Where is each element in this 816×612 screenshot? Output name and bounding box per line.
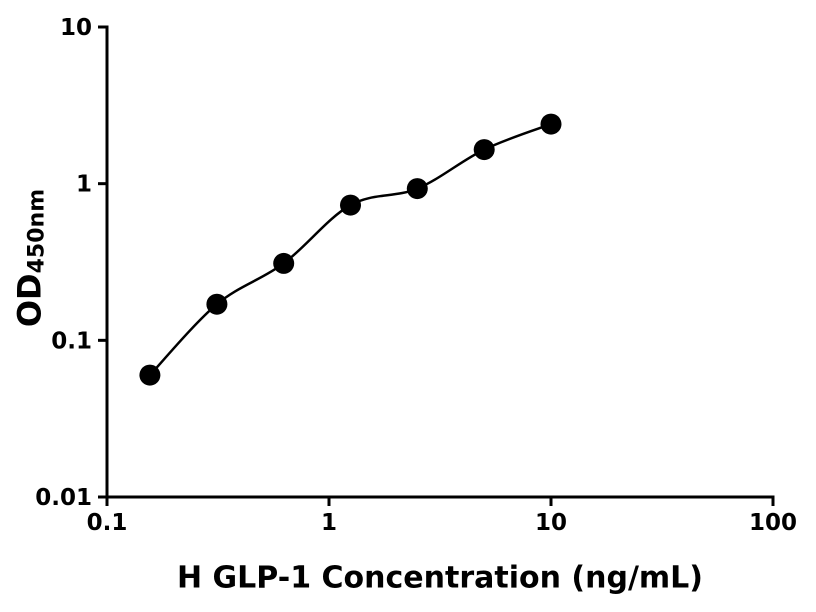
y-axis-title-subscript: 450nm — [24, 188, 50, 274]
x-tick-label: 100 — [749, 510, 797, 536]
fit-curve — [148, 122, 552, 376]
x-axis-title: H GLP-1 Concentration (ng/mL) — [177, 560, 703, 596]
y-tick-label: 0.01 — [35, 485, 92, 511]
y-axis-title-main: OD — [10, 273, 49, 328]
data-point — [340, 194, 361, 216]
data-point — [206, 293, 228, 315]
y-tick-label: 1 — [76, 172, 92, 198]
data-point — [473, 139, 495, 161]
x-tick-label: 0.1 — [87, 510, 128, 536]
data-point — [540, 113, 562, 135]
x-tick-label: 10 — [535, 510, 567, 536]
data-point — [273, 252, 295, 274]
data-point — [406, 178, 428, 200]
data-point — [139, 364, 161, 386]
x-tick-label: 1 — [321, 510, 337, 536]
y-axis-title: OD450nm — [11, 189, 50, 327]
y-tick-label: 0.1 — [51, 328, 92, 354]
y-tick-label: 10 — [60, 15, 92, 41]
